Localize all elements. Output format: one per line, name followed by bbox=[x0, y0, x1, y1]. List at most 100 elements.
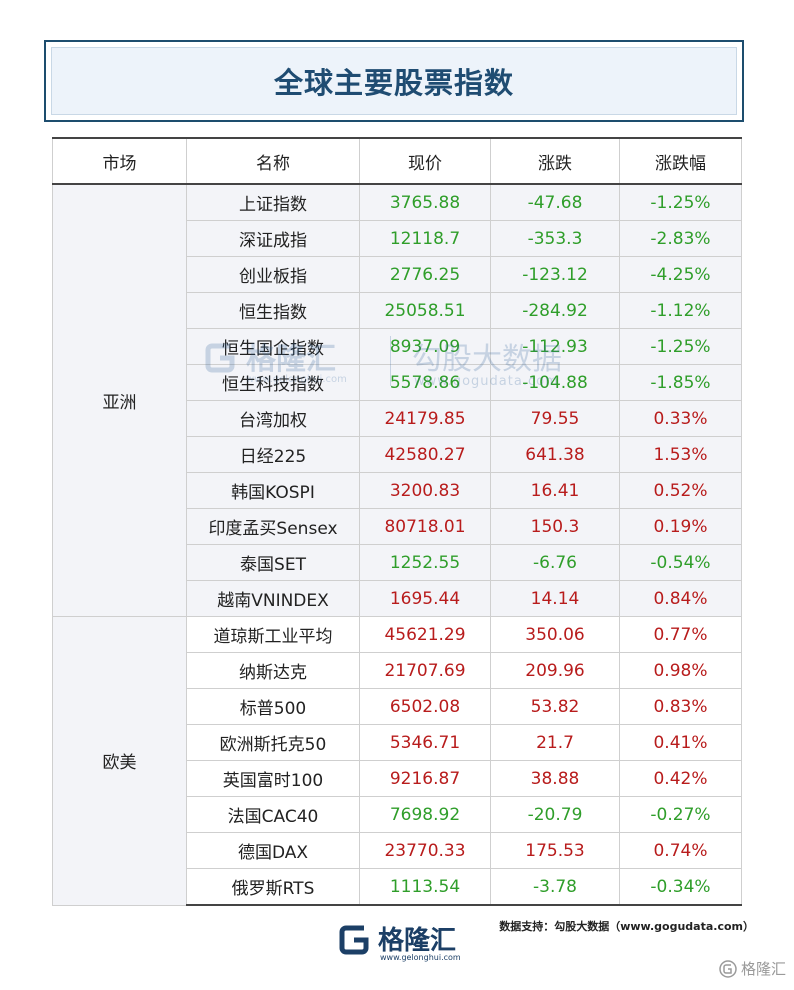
change-cell: -353.3 bbox=[490, 220, 620, 257]
index-name-cell: 泰国SET bbox=[186, 544, 360, 581]
index-name-cell: 欧洲斯托克50 bbox=[186, 724, 360, 761]
pct-change-cell: -4.25% bbox=[619, 256, 742, 293]
index-name-cell: 纳斯达克 bbox=[186, 652, 360, 689]
title-banner: 全球主要股票指数 bbox=[44, 40, 744, 122]
price-cell: 24179.85 bbox=[359, 400, 491, 437]
pct-change-cell: 0.41% bbox=[619, 724, 742, 761]
price-cell: 7698.92 bbox=[359, 796, 491, 833]
price-cell: 3200.83 bbox=[359, 472, 491, 509]
pct-change-cell: -1.25% bbox=[619, 183, 742, 221]
footer-brand-cn: 格隆汇 bbox=[378, 926, 457, 956]
column-header-price: 现价 bbox=[359, 137, 491, 185]
market-cell: 欧美 bbox=[52, 616, 187, 906]
change-cell: -6.76 bbox=[490, 544, 620, 581]
index-name-cell: 恒生科技指数 bbox=[186, 364, 360, 401]
table-row: 俄罗斯RTS 1113.54 -3.78 -0.34% bbox=[53, 868, 742, 906]
table-header-row: 市场 名称 现价 涨跌 涨跌幅 bbox=[52, 137, 742, 185]
table-row: 日经225 42580.27 641.38 1.53% bbox=[53, 436, 742, 473]
price-cell: 5578.86 bbox=[359, 364, 491, 401]
table-row: 深证成指 12118.7 -353.3 -2.83% bbox=[53, 220, 742, 257]
price-cell: 42580.27 bbox=[359, 436, 491, 473]
index-name-cell: 俄罗斯RTS bbox=[186, 868, 360, 906]
index-name-cell: 创业板指 bbox=[186, 256, 360, 293]
index-name-cell: 标普500 bbox=[186, 688, 360, 725]
footer-logo: 格隆汇 www.gelonghui.com bbox=[334, 920, 464, 966]
gelonghui-logo-icon bbox=[339, 925, 369, 955]
price-cell: 80718.01 bbox=[359, 508, 491, 545]
index-table: 市场 名称 现价 涨跌 涨跌幅 亚洲 上证指数 3765.88 -47.68 -1.25… bbox=[52, 137, 742, 906]
pct-change-cell: -0.27% bbox=[619, 796, 742, 833]
change-cell: -47.68 bbox=[490, 183, 620, 221]
price-cell: 25058.51 bbox=[359, 292, 491, 329]
gelonghui-corner-icon bbox=[719, 959, 737, 978]
index-name-cell: 恒生国企指数 bbox=[186, 328, 360, 365]
footer-brand-url: www.gelonghui.com bbox=[380, 953, 461, 962]
price-cell: 45621.29 bbox=[359, 616, 491, 653]
price-cell: 8937.09 bbox=[359, 328, 491, 365]
index-name-cell: 恒生指数 bbox=[186, 292, 360, 329]
index-name-cell: 英国富时100 bbox=[186, 760, 360, 797]
change-cell: -284.92 bbox=[490, 292, 620, 329]
column-header-change: 涨跌 bbox=[490, 137, 620, 185]
price-cell: 12118.7 bbox=[359, 220, 491, 257]
source-note: 数据支持：勾股大数据（www.gogudata.com） bbox=[499, 920, 754, 933]
column-header-name: 名称 bbox=[186, 137, 360, 185]
column-header-market: 市场 bbox=[52, 137, 187, 185]
table-row: 欧美 道琼斯工业平均 45621.29 350.06 0.77% bbox=[52, 616, 742, 906]
change-cell: 21.7 bbox=[490, 724, 620, 761]
pct-change-cell: 0.19% bbox=[619, 508, 742, 545]
pct-change-cell: 0.84% bbox=[619, 580, 742, 617]
pct-change-cell: 0.77% bbox=[619, 616, 742, 653]
pct-change-cell: 1.53% bbox=[619, 436, 742, 473]
corner-watermark-text: 格隆汇 bbox=[740, 960, 786, 978]
pct-change-cell: 0.52% bbox=[619, 472, 742, 509]
table-row: 亚洲 上证指数 3765.88 -47.68 -1.25% bbox=[52, 183, 742, 617]
table-row: 德国DAX 23770.33 175.53 0.74% bbox=[53, 832, 742, 869]
pct-change-cell: -0.54% bbox=[619, 544, 742, 581]
table-row: 恒生国企指数 8937.09 -112.93 -1.25% bbox=[53, 328, 742, 365]
pct-change-cell: 0.42% bbox=[619, 760, 742, 797]
pct-change-cell: -2.83% bbox=[619, 220, 742, 257]
change-cell: 350.06 bbox=[490, 616, 620, 653]
index-name-cell: 上证指数 bbox=[186, 183, 360, 221]
change-cell: -20.79 bbox=[490, 796, 620, 833]
change-cell: 14.14 bbox=[490, 580, 620, 617]
price-cell: 5346.71 bbox=[359, 724, 491, 761]
corner-watermark: 格隆汇 bbox=[719, 958, 786, 979]
index-name-cell: 越南VNINDEX bbox=[186, 580, 360, 617]
change-cell: -104.88 bbox=[490, 364, 620, 401]
pct-change-cell: -0.34% bbox=[619, 868, 742, 906]
price-cell: 1113.54 bbox=[359, 868, 491, 906]
price-cell: 23770.33 bbox=[359, 832, 491, 869]
table-row: 恒生指数 25058.51 -284.92 -1.12% bbox=[53, 292, 742, 329]
pct-change-cell: -1.85% bbox=[619, 364, 742, 401]
pct-change-cell: 0.83% bbox=[619, 688, 742, 725]
pct-change-cell: 0.98% bbox=[619, 652, 742, 689]
table-row: 英国富时100 9216.87 38.88 0.42% bbox=[53, 760, 742, 797]
change-cell: 150.3 bbox=[490, 508, 620, 545]
index-name-cell: 台湾加权 bbox=[186, 400, 360, 437]
price-cell: 1695.44 bbox=[359, 580, 491, 617]
pct-change-cell: 0.33% bbox=[619, 400, 742, 437]
change-cell: 175.53 bbox=[490, 832, 620, 869]
table-row: 泰国SET 1252.55 -6.76 -0.54% bbox=[53, 544, 742, 581]
change-cell: 641.38 bbox=[490, 436, 620, 473]
table-row: 印度孟买Sensex 80718.01 150.3 0.19% bbox=[53, 508, 742, 545]
index-name-cell: 深证成指 bbox=[186, 220, 360, 257]
table-row: 创业板指 2776.25 -123.12 -4.25% bbox=[53, 256, 742, 293]
price-cell: 6502.08 bbox=[359, 688, 491, 725]
price-cell: 21707.69 bbox=[359, 652, 491, 689]
pct-change-cell: 0.74% bbox=[619, 832, 742, 869]
change-cell: -3.78 bbox=[490, 868, 620, 906]
price-cell: 2776.25 bbox=[359, 256, 491, 293]
table-body: 亚洲 上证指数 3765.88 -47.68 -1.25% 深证成指 12118.7 -353… bbox=[52, 183, 742, 906]
index-name-cell: 韩国KOSPI bbox=[186, 472, 360, 509]
change-cell: 16.41 bbox=[490, 472, 620, 509]
change-cell: -123.12 bbox=[490, 256, 620, 293]
table-row: 台湾加权 24179.85 79.55 0.33% bbox=[53, 400, 742, 437]
price-cell: 1252.55 bbox=[359, 544, 491, 581]
change-cell: -112.93 bbox=[490, 328, 620, 365]
index-name-cell: 日经225 bbox=[186, 436, 360, 473]
price-cell: 9216.87 bbox=[359, 760, 491, 797]
table-row: 法国CAC40 7698.92 -20.79 -0.27% bbox=[53, 796, 742, 833]
